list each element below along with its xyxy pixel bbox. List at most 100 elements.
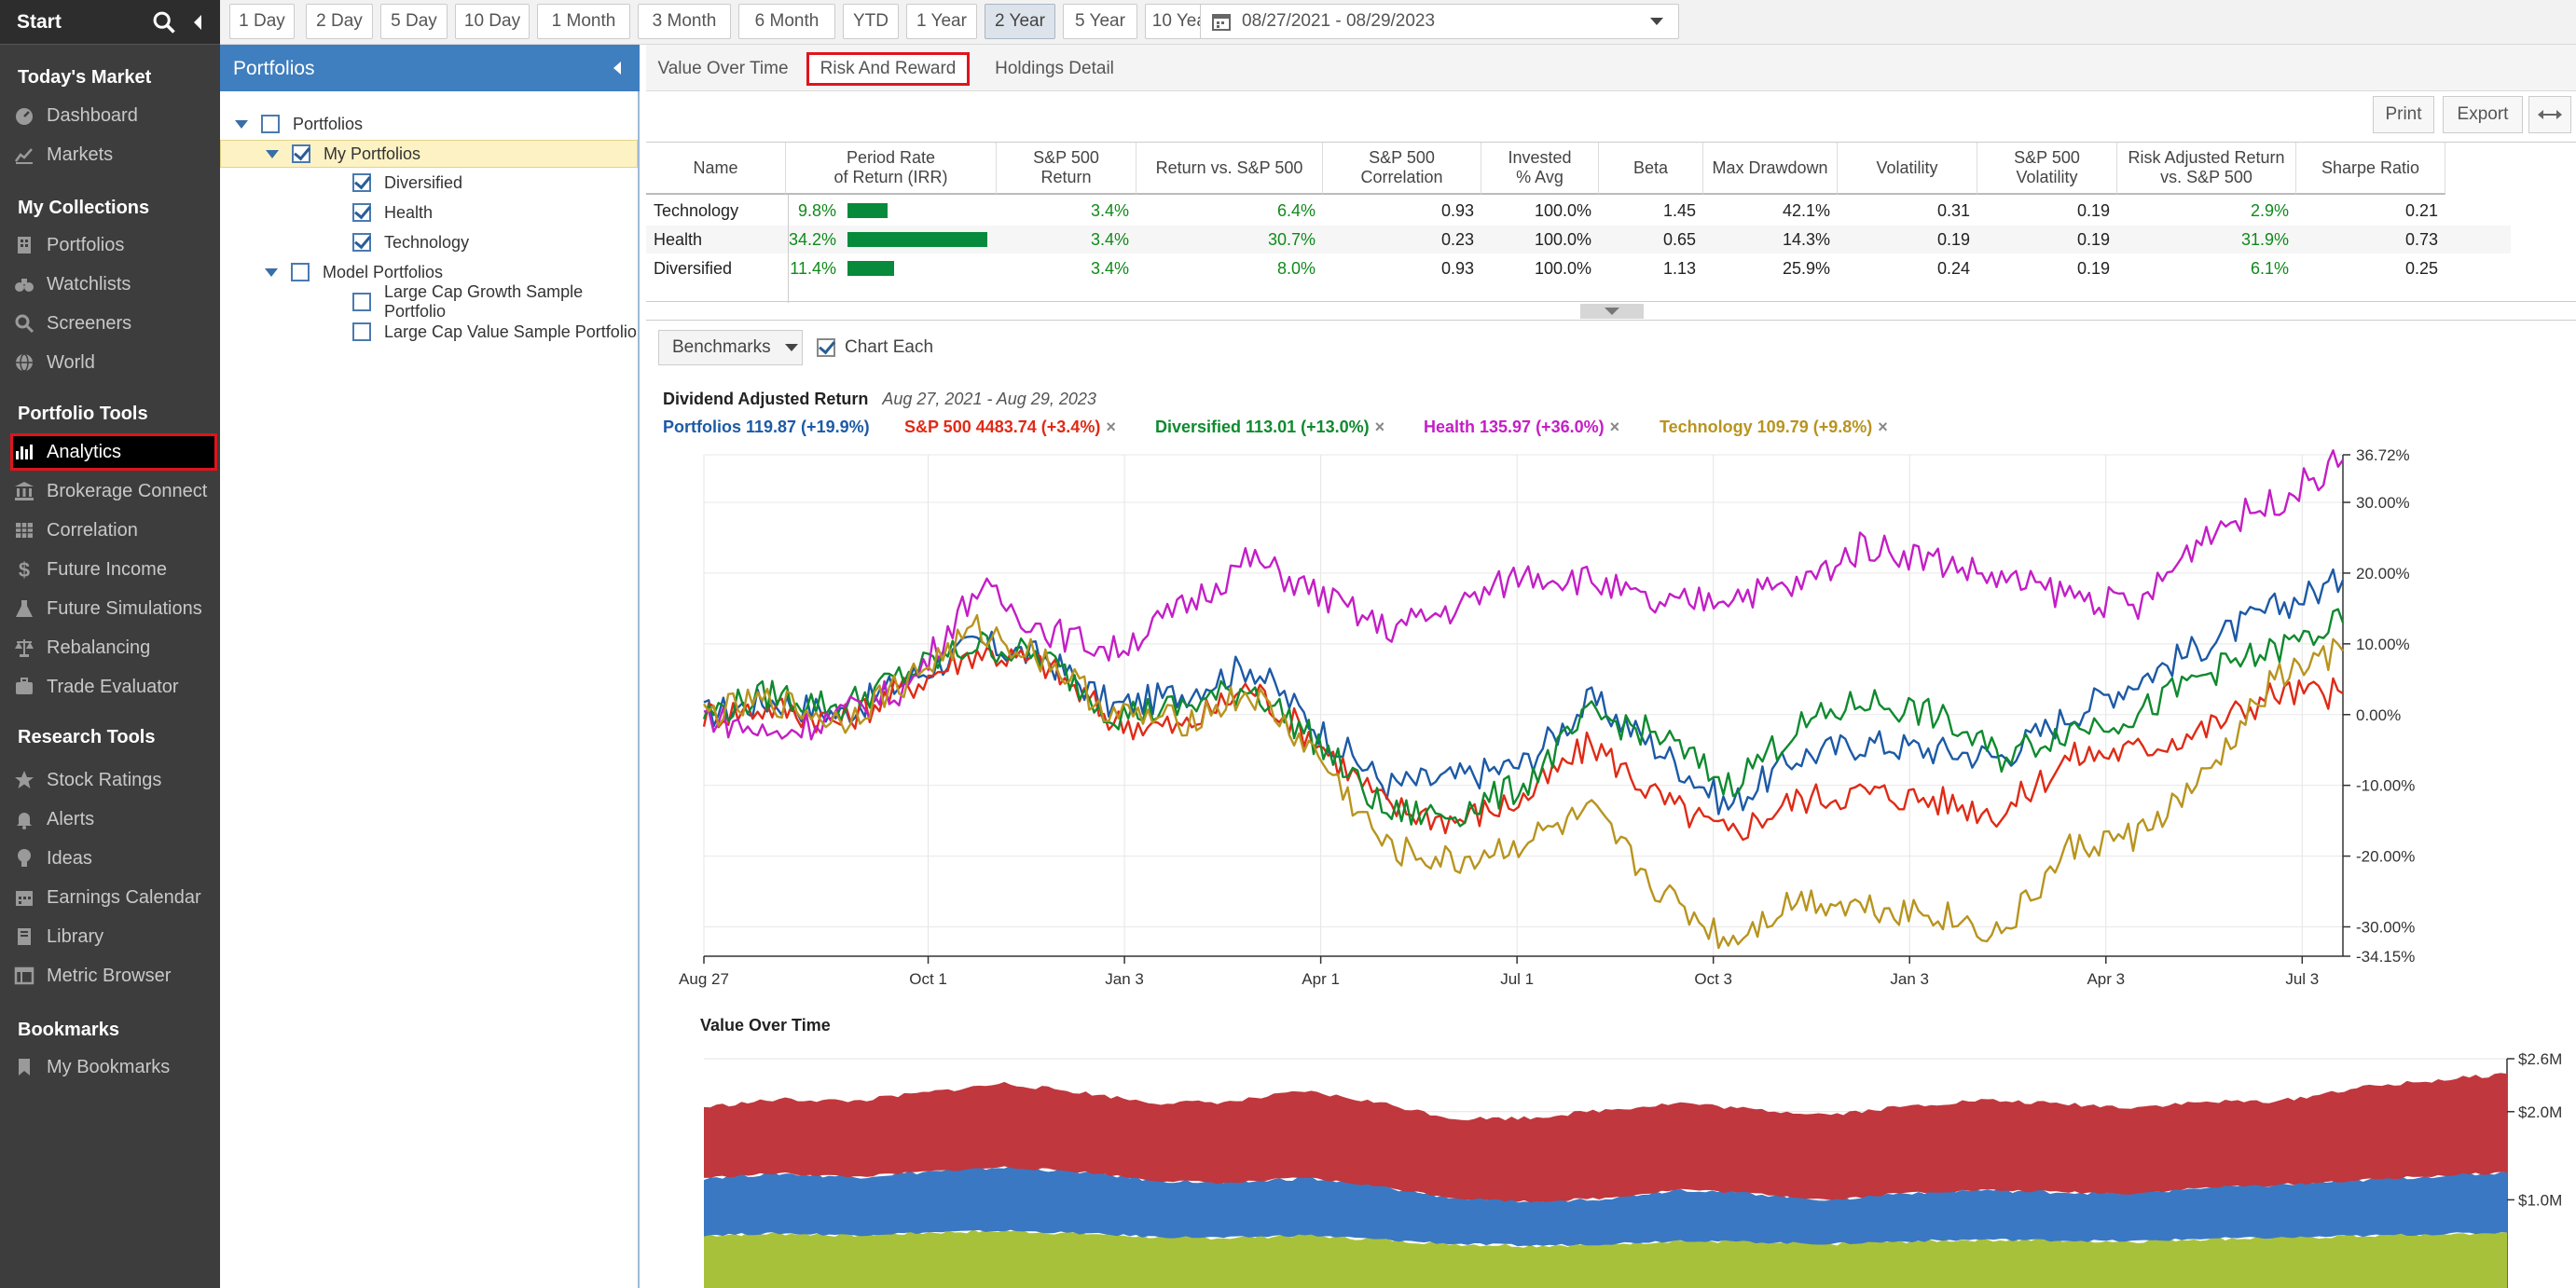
- tree-item-large-cap-growth-sample-portfolio[interactable]: Large Cap Growth Sample Portfolio: [352, 282, 638, 321]
- range-button-5-day[interactable]: 5 Day: [380, 4, 448, 39]
- chart-title: Dividend Adjusted Return: [663, 390, 869, 408]
- date-range-picker[interactable]: 08/27/2021 - 08/29/2023: [1200, 4, 1679, 39]
- range-button-10-day[interactable]: 10 Day: [455, 4, 530, 39]
- expand-arrow-icon[interactable]: [266, 149, 279, 158]
- nav-item-world[interactable]: World: [13, 347, 214, 378]
- table-cell-sp-ret: 3.4%: [1090, 258, 1129, 278]
- table-cell-irr: 34.2%: [788, 229, 836, 249]
- tree-checkbox[interactable]: [352, 173, 371, 192]
- table-header[interactable]: Risk Adjusted Return vs. S&P 500: [2117, 143, 2296, 195]
- nav-item-analytics[interactable]: Analytics: [10, 433, 217, 471]
- range-button-5-year[interactable]: 5 Year: [1063, 4, 1137, 39]
- legend-item[interactable]: Technology 109.79 (+9.8%) ×: [1660, 418, 1888, 437]
- remove-series-icon[interactable]: ×: [1609, 418, 1620, 436]
- tree-checkbox[interactable]: [352, 322, 371, 341]
- nav-item-screeners[interactable]: Screeners: [13, 308, 214, 339]
- table-cell-sp-vol: 0.19: [2076, 200, 2110, 220]
- start-label[interactable]: Start: [17, 11, 62, 33]
- remove-series-icon[interactable]: ×: [1374, 418, 1385, 436]
- nav-item-ideas[interactable]: Ideas: [13, 843, 214, 874]
- tree-checkbox[interactable]: [291, 263, 310, 281]
- nav-item-dashboard[interactable]: Dashboard: [13, 100, 214, 131]
- tree-item-health[interactable]: Health: [352, 199, 433, 226]
- table-header[interactable]: Max Drawdown: [1703, 143, 1838, 195]
- tree-item-large-cap-value-sample-portfolio[interactable]: Large Cap Value Sample Portfolio: [352, 318, 637, 346]
- nav-item-future-simulations[interactable]: Future Simulations: [13, 593, 214, 624]
- nav-item-alerts[interactable]: Alerts: [13, 803, 214, 835]
- table-row[interactable]: [646, 254, 2511, 282]
- nav-item-future-income[interactable]: $ Future Income: [13, 554, 214, 585]
- chart-each-checkbox[interactable]: [817, 338, 835, 357]
- expand-arrow-icon[interactable]: [235, 119, 248, 129]
- table-header[interactable]: Sharpe Ratio: [2296, 143, 2445, 195]
- table-header[interactable]: S&P 500 Volatility: [1977, 143, 2117, 195]
- tree-checkbox[interactable]: [261, 115, 280, 133]
- chart-each-toggle[interactable]: Chart Each: [817, 334, 933, 362]
- tree-item-technology[interactable]: Technology: [352, 228, 469, 256]
- range-button-ytd[interactable]: YTD: [843, 4, 899, 39]
- legend-item[interactable]: Diversified 113.01 (+13.0%) ×: [1155, 418, 1384, 437]
- range-button-3-month[interactable]: 3 Month: [638, 4, 731, 39]
- remove-series-icon[interactable]: ×: [1878, 418, 1888, 436]
- range-button-6-month[interactable]: 6 Month: [738, 4, 835, 39]
- tree-item-model-portfolios[interactable]: Model Portfolios: [265, 258, 443, 286]
- tree-checkbox[interactable]: [352, 233, 371, 252]
- start-bar[interactable]: Start: [0, 0, 220, 45]
- expand-width-button[interactable]: [2528, 96, 2571, 133]
- series-line-portfolios: [703, 568, 2345, 815]
- tree-checkbox[interactable]: [292, 144, 310, 163]
- export-button[interactable]: Export: [2443, 96, 2523, 133]
- nav-item-my-bookmarks[interactable]: My Bookmarks: [13, 1051, 214, 1083]
- collapse-panel-icon[interactable]: [612, 60, 623, 76]
- nav-item-library[interactable]: Library: [13, 921, 214, 952]
- nav-item-metric-browser[interactable]: Metric Browser: [13, 960, 214, 992]
- benchmarks-dropdown[interactable]: Benchmarks: [658, 330, 803, 365]
- collapse-left-icon[interactable]: [190, 11, 205, 34]
- table-header[interactable]: Invested% Avg: [1481, 143, 1599, 195]
- nav-item-watchlists[interactable]: Watchlists: [13, 268, 214, 300]
- tab-holdings-detail[interactable]: Holdings Detail: [980, 52, 1129, 86]
- legend-item[interactable]: S&P 500 4483.74 (+3.4%) ×: [904, 418, 1116, 437]
- table-row[interactable]: [646, 197, 2511, 225]
- nav-item-earnings-calendar[interactable]: Earnings Calendar: [13, 882, 214, 913]
- range-button-1-month[interactable]: 1 Month: [537, 4, 630, 39]
- expand-arrow-icon[interactable]: [265, 267, 278, 277]
- table-header[interactable]: Name: [646, 143, 786, 195]
- range-button-2-day[interactable]: 2 Day: [306, 4, 373, 39]
- remove-series-icon[interactable]: ×: [1106, 418, 1116, 436]
- search-icon[interactable]: [151, 9, 177, 35]
- grid-icon: [16, 523, 33, 538]
- tree-item-my-portfolios[interactable]: My Portfolios: [220, 140, 638, 168]
- nav-item-portfolios[interactable]: Portfolios: [13, 229, 214, 261]
- range-button-2-year[interactable]: 2 Year: [985, 4, 1055, 39]
- tab-value-over-time[interactable]: Value Over Time: [655, 52, 791, 86]
- nav-item-trade-evaluator[interactable]: Trade Evaluator: [13, 671, 214, 703]
- table-cell-invested: 100.0%: [1534, 229, 1591, 249]
- legend-item[interactable]: Portfolios 119.87 (+19.9%): [663, 418, 870, 437]
- y-tick-label: -34.15%: [2356, 948, 2415, 966]
- table-header[interactable]: Return vs. S&P 500: [1136, 143, 1323, 195]
- area-series-health: [704, 1073, 2507, 1203]
- table-header[interactable]: Period Rate of Return (IRR): [786, 143, 997, 195]
- nav-item-rebalancing[interactable]: Rebalancing: [13, 632, 214, 664]
- table-header[interactable]: Beta: [1599, 143, 1703, 195]
- table-header[interactable]: Volatility: [1838, 143, 1977, 195]
- chart-area-icon: [14, 148, 33, 164]
- nav-item-brokerage-connect[interactable]: Brokerage Connect: [13, 475, 214, 507]
- tree-item-diversified[interactable]: Diversified: [352, 169, 462, 197]
- nav-item-stock-ratings[interactable]: Stock Ratings: [13, 764, 214, 796]
- panel-splitter[interactable]: [1580, 304, 1644, 319]
- tree-checkbox[interactable]: [352, 203, 371, 222]
- tab-risk-and-reward[interactable]: Risk And Reward: [806, 52, 970, 86]
- print-button[interactable]: Print: [2373, 96, 2434, 133]
- table-header[interactable]: S&P 500 Correlation: [1323, 143, 1481, 195]
- nav-item-markets[interactable]: Markets: [13, 139, 214, 171]
- tree-item-portfolios[interactable]: Portfolios: [235, 110, 363, 138]
- table-header[interactable]: S&P 500 Return: [997, 143, 1136, 195]
- range-button-1-day[interactable]: 1 Day: [229, 4, 295, 39]
- table-header-label: Period Rate of Return (IRR): [833, 148, 948, 186]
- nav-item-correlation[interactable]: Correlation: [13, 514, 214, 546]
- tree-checkbox[interactable]: [352, 293, 371, 311]
- range-button-1-year[interactable]: 1 Year: [906, 4, 977, 39]
- legend-item[interactable]: Health 135.97 (+36.0%) ×: [1424, 418, 1619, 437]
